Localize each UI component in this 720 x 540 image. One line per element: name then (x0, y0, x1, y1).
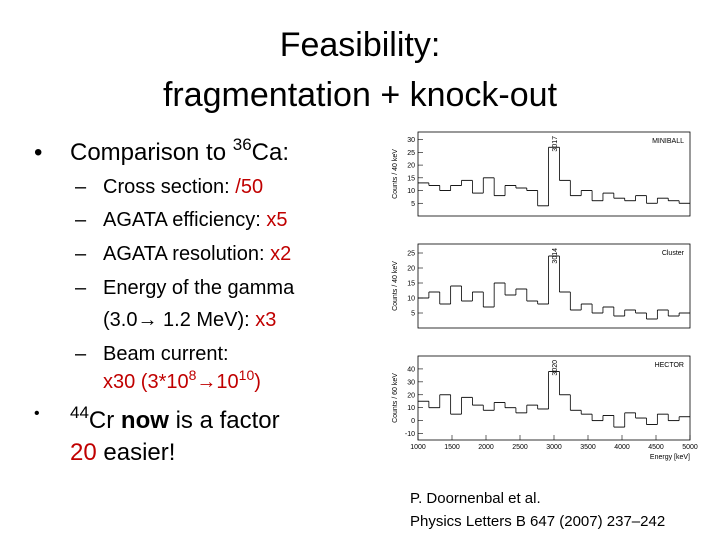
x-tick-label: 2000 (478, 444, 494, 451)
y-tick-label: 30 (407, 379, 415, 386)
panel-label: Cluster (662, 250, 685, 257)
slide-title: fragmentation + knock-out (163, 76, 558, 114)
text-segment: /50 (235, 176, 263, 198)
bullet-text: Cross section: /50 (103, 176, 263, 198)
text-segment: now (121, 407, 169, 434)
y-tick-label: 10 (407, 188, 415, 195)
text-segment: 36 (233, 135, 252, 154)
y-tick-label: 25 (407, 150, 415, 157)
y-tick-label: 5 (411, 311, 415, 318)
y-tick-label: 15 (407, 281, 415, 288)
text-segment: is a factor (169, 407, 280, 434)
bullet-marker: • (34, 405, 40, 422)
peak-label: 3020 (552, 360, 559, 376)
bullet-marker: • (34, 139, 42, 166)
slide-title: Feasibility: (280, 26, 441, 64)
y-tick-label: 10 (407, 405, 415, 412)
y-axis-label: Counts / 40 keV (392, 149, 399, 199)
y-tick-label: 15 (407, 175, 415, 182)
x-tick-label: 3000 (546, 444, 562, 451)
bullet-marker: – (75, 277, 87, 299)
x-axis-label: Energy [keV] (650, 454, 690, 461)
bullet-text: AGATA resolution: x2 (103, 243, 291, 265)
text-segment: x5 (266, 209, 287, 231)
y-tick-label: 20 (407, 266, 415, 273)
x-tick-label: 1500 (444, 444, 460, 451)
x-tick-label: 5000 (682, 444, 698, 451)
x-tick-label: 4500 (648, 444, 664, 451)
text-segment: Cross section: (103, 176, 235, 198)
y-tick-label: 10 (407, 296, 415, 303)
y-tick-label: 5 (411, 201, 415, 208)
text-segment: x3 (255, 309, 276, 331)
text-segment: Comparison to (70, 139, 233, 166)
citation: Physics Letters B 647 (2007) 237–242 (410, 513, 665, 530)
bullet-marker: – (75, 243, 87, 265)
text-segment: x30 (3*10 (103, 371, 189, 393)
x-tick-label: 3500 (580, 444, 596, 451)
y-tick-label: 25 (407, 251, 415, 258)
panel-frame (417, 131, 691, 217)
text-segment: Beam current: (103, 343, 229, 365)
text-segment: Ca: (252, 139, 289, 166)
bullet-text: x30 (3*108→1010) (103, 367, 261, 393)
bullet-marker: – (75, 176, 87, 198)
panel-label: HECTOR (655, 362, 684, 369)
figure-background (380, 124, 698, 472)
text-segment: 44 (70, 403, 89, 422)
bullet-text: Comparison to 36Ca: (70, 135, 289, 166)
y-axis-label: Counts / 40 keV (392, 261, 399, 311)
text-segment: 10 (239, 367, 255, 383)
figure: 5 10 15 20 25 30 Counts / 40 keV MINIBALL 3017 5 1… (380, 124, 698, 472)
bullet-text: 44Cr now is a factor (70, 403, 280, 434)
text-segment: ) (254, 371, 261, 393)
x-tick-label: 2500 (512, 444, 528, 451)
y-tick-label: 40 (407, 366, 415, 373)
x-tick-label: 1000 (410, 444, 426, 451)
text-segment: →10 (196, 371, 238, 393)
bullet-text: 20 easier! (70, 439, 175, 466)
text-segment: 20 (70, 439, 97, 466)
text-segment: Cr (89, 407, 121, 434)
panel-label: MINIBALL (652, 138, 684, 145)
y-tick-label: -10 (405, 431, 415, 438)
x-tick-label: 4000 (614, 444, 630, 451)
y-tick-label: 0 (411, 418, 415, 425)
text-segment: 8 (189, 367, 197, 383)
panel-frame (417, 243, 691, 329)
y-axis-label: Counts / 60 keV (392, 373, 399, 423)
text-segment: easier! (97, 439, 176, 466)
text-segment: AGATA resolution: (103, 243, 270, 265)
text-segment: (3.0→ 1.2 MeV): (103, 309, 255, 331)
text-segment: Energy of the gamma (103, 277, 295, 299)
text-segment: x2 (270, 243, 291, 265)
bullet-text: Beam current: (103, 343, 229, 365)
bullet-text: AGATA efficiency: x5 (103, 209, 288, 231)
y-tick-label: 30 (407, 137, 415, 144)
citation: P. Doornenbal et al. (410, 490, 541, 507)
text-segment: AGATA efficiency: (103, 209, 266, 231)
bullet-text: Energy of the gamma (103, 277, 295, 299)
y-tick-label: 20 (407, 392, 415, 399)
bullet-marker: – (75, 209, 87, 231)
bullet-text: (3.0→ 1.2 MeV): x3 (103, 309, 276, 331)
bullet-marker: – (75, 343, 87, 365)
peak-label: 3017 (552, 136, 559, 152)
y-tick-label: 20 (407, 163, 415, 170)
